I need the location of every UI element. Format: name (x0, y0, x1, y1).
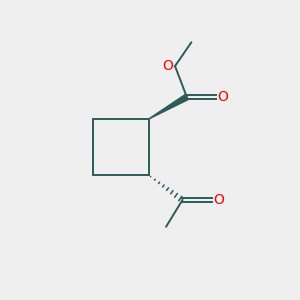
Text: O: O (213, 193, 224, 207)
Polygon shape (148, 94, 188, 119)
Text: O: O (163, 59, 174, 73)
Text: O: O (218, 90, 229, 104)
